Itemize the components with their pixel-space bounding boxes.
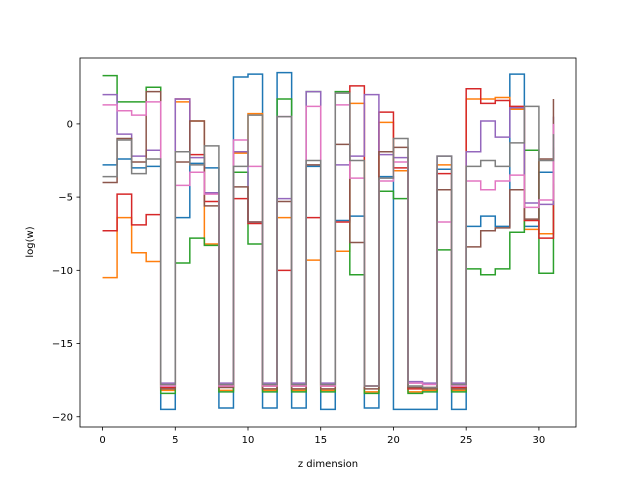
x-axis-label: z dimension	[298, 459, 358, 470]
y-axis-label: log(w)	[25, 226, 36, 257]
x-axis: 0 5 10 15 20 25 30	[99, 427, 545, 446]
x-tick-label: 15	[314, 435, 327, 446]
x-tick-label: 0	[99, 435, 105, 446]
y-tick-label: −5	[58, 193, 73, 204]
series-7-line	[102, 101, 555, 387]
y-tick-label: −15	[52, 339, 73, 350]
y-tick-label: 0	[67, 119, 73, 130]
x-tick-label: 5	[172, 435, 178, 446]
x-tick-label: 10	[242, 435, 255, 446]
y-tick-label: −20	[52, 412, 73, 423]
series-layer	[102, 71, 555, 411]
series-6-line	[102, 90, 555, 390]
x-tick-label: 20	[387, 435, 400, 446]
series-8-line	[102, 92, 555, 389]
series-2-line	[102, 96, 555, 393]
y-axis: −20 −15 −10 −5 0	[52, 119, 80, 423]
plot-frame	[79, 57, 577, 428]
y-tick-label: −10	[52, 266, 73, 277]
x-tick-label: 30	[533, 435, 546, 446]
x-tick-label: 25	[460, 435, 473, 446]
